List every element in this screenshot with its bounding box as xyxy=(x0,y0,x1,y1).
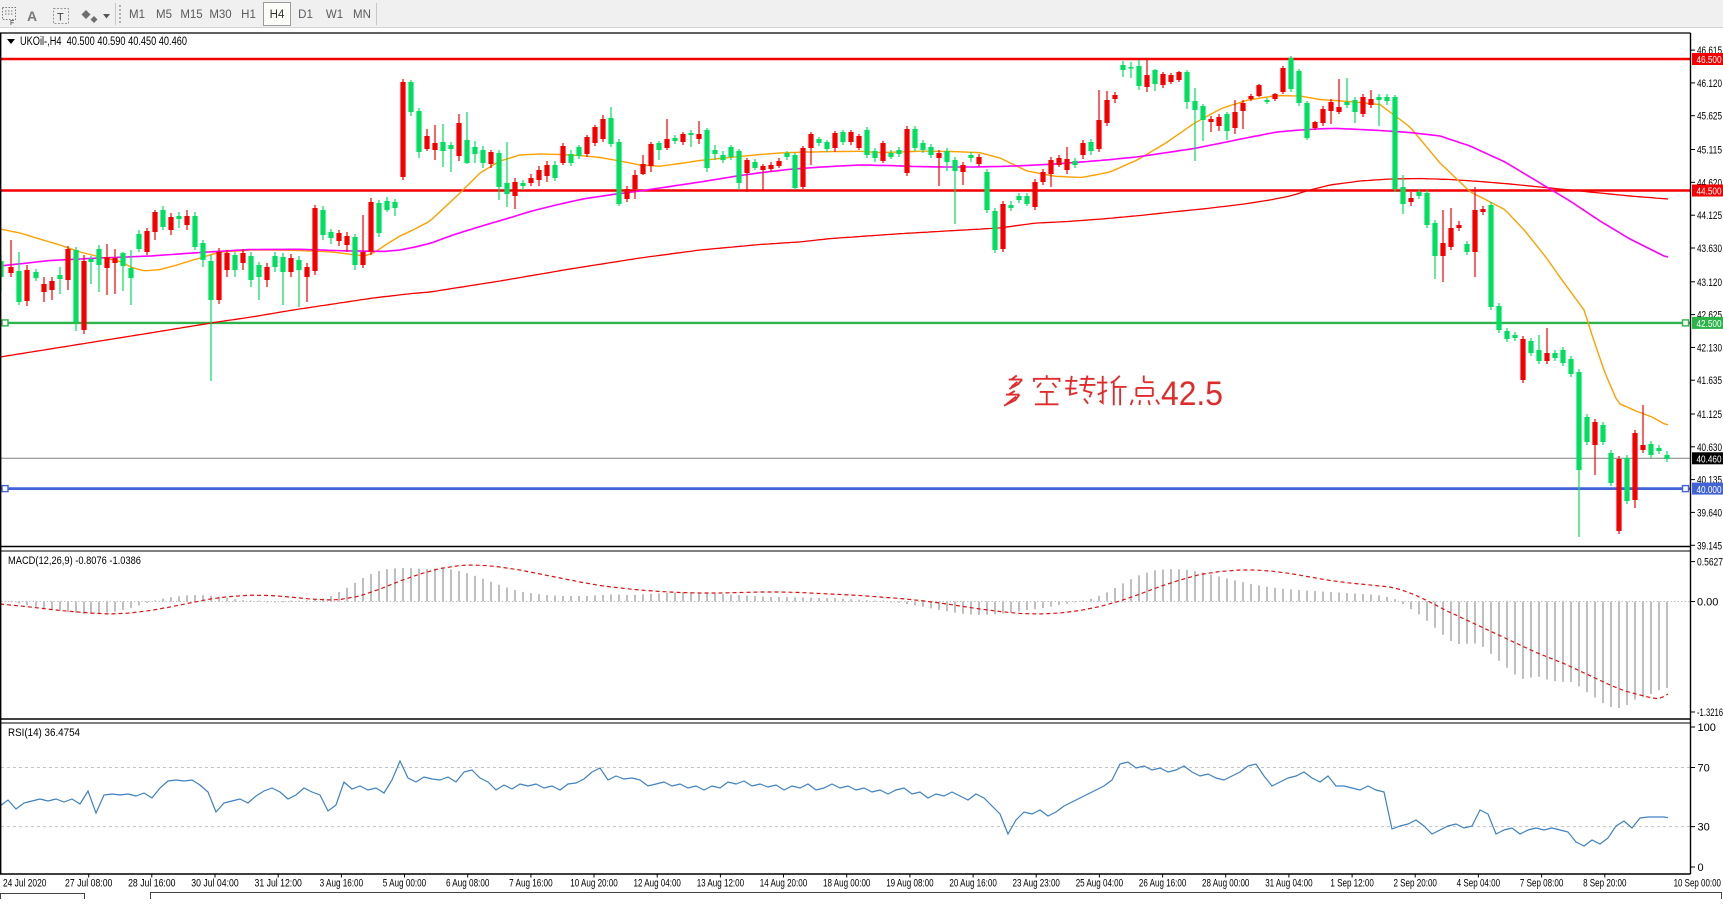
svg-text:10 Aug 20:00: 10 Aug 20:00 xyxy=(570,878,617,890)
svg-text:MACD(12,26,9) -0.8076 -1.0386: MACD(12,26,9) -0.8076 -1.0386 xyxy=(8,555,141,567)
svg-text:10 Sep 00:00: 10 Sep 00:00 xyxy=(1674,878,1721,890)
svg-text:UKOil-,H4 40.500 40.590 40.45: UKOil-,H4 40.500 40.590 40.450 40.460 xyxy=(20,36,187,48)
svg-text:H1: H1 xyxy=(241,9,256,21)
svg-text:28 Jul 16:00: 28 Jul 16:00 xyxy=(128,878,175,890)
svg-text:7 Sep 08:00: 7 Sep 08:00 xyxy=(1520,878,1563,890)
svg-text:26 Aug 16:00: 26 Aug 16:00 xyxy=(1139,878,1186,890)
svg-text:5 Aug 00:00: 5 Aug 00:00 xyxy=(383,878,426,890)
svg-text:W1: W1 xyxy=(326,9,343,21)
svg-text:30: 30 xyxy=(1698,822,1710,834)
svg-text:12 Aug 04:00: 12 Aug 04:00 xyxy=(634,878,681,890)
svg-text:27 Jul 08:00: 27 Jul 08:00 xyxy=(65,878,112,890)
svg-text:25 Aug 04:00: 25 Aug 04:00 xyxy=(1076,878,1123,890)
svg-text:0.00: 0.00 xyxy=(1697,597,1718,609)
svg-text:T: T xyxy=(57,12,64,24)
svg-text:23 Aug 23:00: 23 Aug 23:00 xyxy=(1013,878,1060,890)
svg-text:44.125: 44.125 xyxy=(1697,210,1722,222)
svg-text:3 Aug 16:00: 3 Aug 16:00 xyxy=(320,878,363,890)
svg-text:20 Aug 16:00: 20 Aug 16:00 xyxy=(949,878,996,890)
svg-text:F: F xyxy=(10,20,14,27)
svg-text:41.125: 41.125 xyxy=(1697,409,1722,421)
svg-text:30 Jul 04:00: 30 Jul 04:00 xyxy=(191,878,238,890)
svg-text:D1: D1 xyxy=(298,9,313,21)
svg-text:H4: H4 xyxy=(270,9,285,21)
svg-text:70: 70 xyxy=(1698,763,1710,775)
svg-text:M30: M30 xyxy=(209,9,231,21)
svg-text:7 Aug 16:00: 7 Aug 16:00 xyxy=(509,878,552,890)
svg-text:6 Aug 08:00: 6 Aug 08:00 xyxy=(446,878,489,890)
svg-text:4 Sep 04:00: 4 Sep 04:00 xyxy=(1457,878,1500,890)
svg-text:M15: M15 xyxy=(180,9,202,21)
svg-text:42.130: 42.130 xyxy=(1697,342,1722,354)
svg-text:43.120: 43.120 xyxy=(1697,277,1722,289)
svg-text:28 Aug 00:00: 28 Aug 00:00 xyxy=(1202,878,1249,890)
svg-text:39.640: 39.640 xyxy=(1697,507,1722,519)
svg-text:0: 0 xyxy=(1698,862,1704,874)
svg-text:46.500: 46.500 xyxy=(1697,54,1722,66)
svg-text:19 Aug 08:00: 19 Aug 08:00 xyxy=(886,878,933,890)
svg-text:41.635: 41.635 xyxy=(1697,375,1722,387)
svg-text:46.120: 46.120 xyxy=(1697,78,1722,90)
svg-text:13 Aug 12:00: 13 Aug 12:00 xyxy=(697,878,744,890)
svg-text:40.000: 40.000 xyxy=(1697,484,1722,496)
svg-text:A: A xyxy=(27,8,37,24)
svg-text:M5: M5 xyxy=(156,9,172,21)
svg-text:40.630: 40.630 xyxy=(1697,442,1722,454)
svg-text:40.460: 40.460 xyxy=(1697,454,1722,466)
svg-text:1 Sep 12:00: 1 Sep 12:00 xyxy=(1330,878,1373,890)
svg-text:2 Sep 20:00: 2 Sep 20:00 xyxy=(1393,878,1436,890)
svg-text:8 Sep 20:00: 8 Sep 20:00 xyxy=(1583,878,1626,890)
svg-text:0.5627: 0.5627 xyxy=(1697,557,1723,569)
svg-text:M1: M1 xyxy=(129,9,145,21)
svg-text:24 Jul 2020: 24 Jul 2020 xyxy=(3,878,46,890)
svg-text:43.630: 43.630 xyxy=(1697,243,1722,255)
svg-text:18 Aug 00:00: 18 Aug 00:00 xyxy=(823,878,870,890)
svg-text:RSI(14) 36.4754: RSI(14) 36.4754 xyxy=(8,727,80,739)
svg-text:42.500: 42.500 xyxy=(1697,318,1722,330)
svg-text:MN: MN xyxy=(353,9,371,21)
svg-text:100: 100 xyxy=(1698,722,1716,734)
svg-text:31 Aug 04:00: 31 Aug 04:00 xyxy=(1265,878,1312,890)
svg-text:-1.3216: -1.3216 xyxy=(1697,707,1723,719)
svg-text:45.115: 45.115 xyxy=(1697,145,1722,157)
svg-text:42.5: 42.5 xyxy=(1161,375,1223,413)
svg-text:39.145: 39.145 xyxy=(1697,540,1722,552)
svg-text:44.500: 44.500 xyxy=(1697,186,1722,198)
svg-text:31 Jul 12:00: 31 Jul 12:00 xyxy=(255,878,302,890)
svg-text:45.625: 45.625 xyxy=(1697,111,1722,123)
svg-text:14 Aug 20:00: 14 Aug 20:00 xyxy=(760,878,807,890)
